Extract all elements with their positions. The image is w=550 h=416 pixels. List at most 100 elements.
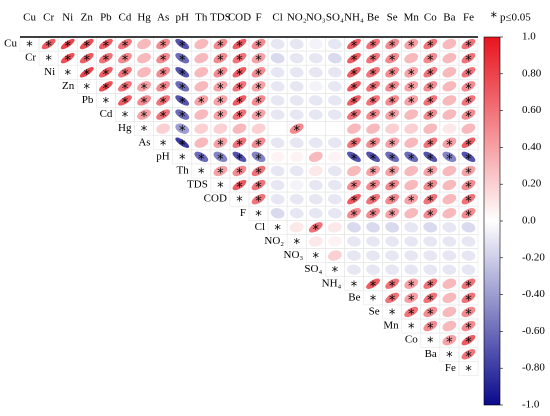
correlation-ellipse xyxy=(402,178,420,191)
correlation-ellipse xyxy=(422,136,439,149)
cell-glyph xyxy=(421,249,439,263)
cell-glyph xyxy=(383,66,401,79)
correlation-ellipse xyxy=(383,207,401,220)
correlation-ellipse xyxy=(288,221,306,235)
row-label: SO₄ xyxy=(304,263,322,275)
significance-star: * xyxy=(255,68,262,83)
correlation-ellipse xyxy=(440,94,458,107)
significance-star: * xyxy=(122,40,129,55)
row-label: Zn xyxy=(62,80,75,92)
row-label: Fe xyxy=(445,362,456,374)
significance-star: * xyxy=(427,54,434,69)
significance-star: * xyxy=(351,82,358,97)
cell-glyph xyxy=(307,178,325,192)
row-label: Cr xyxy=(25,52,36,64)
cell-glyph xyxy=(402,66,420,79)
cell-glyph xyxy=(440,277,458,290)
cell-glyph xyxy=(307,108,325,122)
cell-glyph xyxy=(250,165,267,178)
correlation-ellipse xyxy=(288,164,306,178)
significance-star: * xyxy=(236,166,243,181)
correlation-ellipse xyxy=(364,108,382,121)
correlation-ellipse xyxy=(212,66,230,79)
significance-star: * xyxy=(427,152,434,167)
cell-glyph xyxy=(364,122,382,135)
correlation-ellipse xyxy=(345,151,362,164)
correlation-ellipse xyxy=(460,277,477,290)
correlation-ellipse xyxy=(383,235,401,249)
cell-glyph xyxy=(174,94,191,107)
significance-star: * xyxy=(370,166,377,181)
correlation-ellipse xyxy=(440,235,458,249)
cell-glyph xyxy=(364,80,381,93)
correlation-ellipse xyxy=(440,263,458,277)
significance-star: * xyxy=(427,181,434,196)
cell-glyph xyxy=(307,94,325,108)
cell-glyph xyxy=(307,65,325,79)
significance-star: * xyxy=(26,40,33,55)
cell-glyph xyxy=(231,136,248,149)
cell-glyph xyxy=(440,263,458,277)
cell-glyph xyxy=(78,38,95,50)
significance-star: * xyxy=(427,322,434,337)
correlation-ellipse xyxy=(440,122,458,136)
cell-glyph xyxy=(422,151,439,164)
correlation-ellipse xyxy=(326,37,344,51)
significance-star: * xyxy=(217,166,224,181)
correlation-ellipse xyxy=(154,108,171,121)
correlation-ellipse xyxy=(268,136,286,150)
significance-star: * xyxy=(427,209,434,224)
significance-star: * xyxy=(179,96,186,111)
significance-star: * xyxy=(255,110,262,125)
correlation-ellipse xyxy=(288,206,306,220)
correlation-ellipse xyxy=(403,306,420,319)
significance-star: * xyxy=(370,152,377,167)
cell-glyph xyxy=(383,277,400,290)
significance-star: * xyxy=(427,40,434,55)
cell-glyph xyxy=(383,235,401,249)
cell-glyph xyxy=(440,164,458,177)
significance-star: * xyxy=(179,138,186,153)
cell-glyph xyxy=(288,51,306,65)
significance-star: * xyxy=(389,209,396,224)
cell-glyph xyxy=(345,221,363,235)
significance-star: * xyxy=(351,54,358,69)
correlation-ellipse xyxy=(383,52,401,65)
correlation-ellipse xyxy=(307,65,325,79)
correlation-ellipse xyxy=(268,150,286,164)
correlation-ellipse xyxy=(154,38,172,51)
correlation-ellipse xyxy=(365,277,382,290)
correlation-ellipse xyxy=(460,291,477,304)
correlation-ellipse xyxy=(440,207,458,220)
correlation-ellipse xyxy=(402,277,420,290)
correlation-ellipse xyxy=(460,348,477,361)
significance-star: * xyxy=(427,293,434,308)
correlation-ellipse xyxy=(421,179,439,192)
cell-glyph xyxy=(345,235,363,249)
correlation-ellipse xyxy=(307,108,325,122)
correlation-ellipse xyxy=(231,108,248,121)
significance-star: * xyxy=(64,40,71,55)
significance-star: * xyxy=(217,110,224,125)
cell-glyph xyxy=(326,37,344,51)
cell-glyph xyxy=(307,136,325,150)
significance-star: * xyxy=(408,322,415,337)
correlation-ellipse xyxy=(174,137,190,149)
correlation-ellipse xyxy=(326,221,344,235)
correlation-ellipse xyxy=(135,66,153,79)
correlation-ellipse xyxy=(440,66,458,79)
correlation-ellipse xyxy=(440,221,458,235)
correlation-ellipse xyxy=(211,108,229,121)
significance-star: * xyxy=(64,68,71,83)
column-label: TDS xyxy=(210,12,231,24)
cell-glyph xyxy=(440,108,458,121)
cell-glyph xyxy=(440,319,458,332)
correlation-ellipse xyxy=(212,38,230,51)
cell-glyph xyxy=(402,235,420,249)
significance-star: * xyxy=(255,166,262,181)
correlation-ellipse xyxy=(231,80,248,93)
significance-star: * xyxy=(255,152,262,167)
cell-glyph xyxy=(441,150,459,163)
significance-star: * xyxy=(103,96,110,111)
significance-star: * xyxy=(293,124,300,139)
